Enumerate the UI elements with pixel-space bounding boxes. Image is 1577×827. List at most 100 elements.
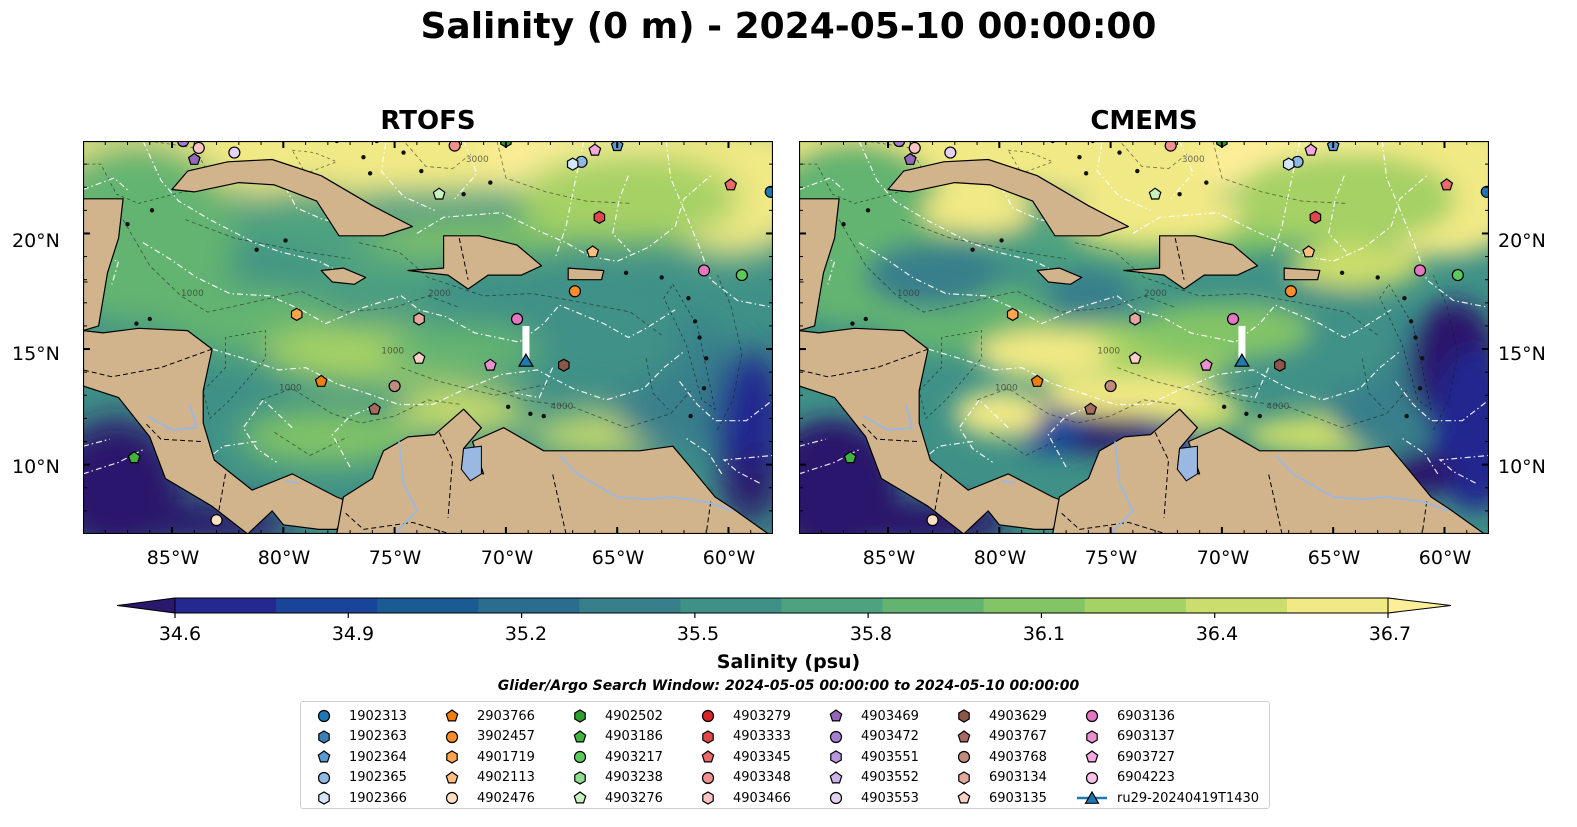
legend-item: 4901719 bbox=[435, 747, 535, 767]
lon-tick-label-left: 75°W bbox=[368, 547, 422, 569]
float-marker-circle bbox=[829, 791, 843, 805]
float-marker-circle bbox=[1226, 312, 1240, 326]
legend-marker-triangle-icon bbox=[1077, 790, 1107, 804]
salinity-patch bbox=[517, 152, 740, 246]
small-island bbox=[1408, 319, 1414, 324]
eez-boundary bbox=[380, 143, 435, 211]
eez-boundary bbox=[142, 242, 676, 343]
country-border bbox=[799, 348, 929, 378]
legend-marker-hexagon-icon bbox=[318, 729, 330, 744]
float-marker-hexagon bbox=[566, 157, 579, 171]
float-marker-hexagon bbox=[958, 709, 970, 723]
map-panel-cmems[interactable]: 1000 2000 3000 1000 1000 4000 bbox=[799, 141, 1489, 534]
legend-label: 4902113 bbox=[477, 770, 535, 785]
contour-label: 4000 bbox=[550, 402, 573, 412]
float-marker-circle bbox=[701, 771, 715, 784]
float-marker-circle bbox=[1480, 185, 1489, 198]
float-marker-hexagon bbox=[1006, 307, 1019, 322]
small-island bbox=[1117, 150, 1122, 155]
salinity-patch bbox=[505, 279, 684, 396]
float-marker-hexagon bbox=[830, 750, 842, 764]
legend-label: 1902366 bbox=[349, 790, 407, 806]
bathymetry-contour bbox=[1212, 141, 1347, 204]
shelf-contour bbox=[918, 330, 982, 420]
lon-tick-label-right: 80°W bbox=[973, 547, 1027, 569]
small-island bbox=[863, 316, 868, 322]
legend-item: 1902363 bbox=[307, 727, 407, 747]
land-jamaica bbox=[1036, 267, 1083, 285]
legend-marker-pentagon-icon bbox=[701, 750, 715, 763]
country-border bbox=[458, 237, 469, 280]
small-island bbox=[697, 335, 702, 340]
legend-item: 4903186 bbox=[563, 727, 663, 747]
eez-boundary bbox=[1270, 141, 1301, 260]
country-border bbox=[1174, 237, 1185, 280]
eez-boundary bbox=[514, 367, 554, 399]
legend-label: 4903238 bbox=[605, 770, 663, 785]
small-island bbox=[970, 247, 975, 252]
float-marker-circle bbox=[1284, 285, 1298, 298]
small-island bbox=[488, 180, 493, 185]
river bbox=[393, 441, 418, 534]
legend-label: 4903348 bbox=[733, 770, 791, 785]
eez-boundary bbox=[211, 348, 685, 406]
small-island bbox=[254, 247, 259, 252]
legend-label: 4903466 bbox=[733, 790, 791, 806]
bathymetry-contour bbox=[274, 431, 349, 456]
country-border bbox=[83, 348, 213, 378]
colorbar-label: Salinity (psu) bbox=[716, 651, 861, 673]
legend-marker-pentagon-icon bbox=[1085, 750, 1099, 763]
land-puertorico bbox=[1283, 267, 1321, 281]
contour-label: 3000 bbox=[1182, 155, 1205, 165]
float-marker-pentagon bbox=[957, 791, 971, 804]
contour-label: 1000 bbox=[181, 289, 204, 299]
float-marker-pentagon bbox=[1128, 351, 1142, 364]
contour-label: 3000 bbox=[466, 155, 489, 165]
map-frame bbox=[83, 141, 773, 534]
bathymetry-contour bbox=[1117, 367, 1267, 396]
legend-label: 4903276 bbox=[605, 790, 663, 806]
colorbar-segment bbox=[983, 598, 1086, 613]
legend-item: 4903348 bbox=[691, 768, 791, 788]
legend-marker-circle-icon bbox=[829, 791, 843, 805]
river bbox=[1001, 479, 1016, 484]
legend-item: 6903134 bbox=[947, 768, 1047, 788]
legend-marker-circle-icon bbox=[829, 730, 843, 743]
small-island bbox=[1244, 411, 1249, 416]
small-island bbox=[1257, 413, 1262, 419]
float-marker-pentagon bbox=[957, 729, 971, 742]
float-marker-pentagon bbox=[701, 750, 715, 763]
map-panel-rtofs[interactable]: 1000 2000 3000 1000 1000 4000 bbox=[83, 141, 773, 534]
eez-boundary bbox=[83, 438, 110, 447]
legend-item: 3902457 bbox=[435, 727, 535, 747]
float-marker-circle bbox=[448, 141, 461, 152]
legend-marker-circle-icon bbox=[445, 730, 459, 743]
lon-tick-label-right: 75°W bbox=[1084, 547, 1138, 569]
float-marker-pentagon bbox=[1304, 143, 1318, 156]
float-marker-circle bbox=[388, 379, 401, 393]
bathymetry-contour bbox=[976, 387, 1178, 424]
float-marker-hexagon bbox=[702, 729, 714, 744]
colorbar-tick-label: 35.5 bbox=[676, 623, 720, 645]
salinity-field bbox=[83, 141, 773, 534]
float-marker-hexagon bbox=[958, 770, 970, 785]
legend-marker-pentagon-icon bbox=[829, 709, 843, 722]
country-border bbox=[860, 422, 918, 442]
float-marker-pentagon bbox=[1084, 402, 1098, 415]
small-island bbox=[361, 154, 366, 160]
contour-label: 4000 bbox=[1266, 402, 1289, 412]
colorbar-segment bbox=[478, 598, 580, 613]
land-southam bbox=[1052, 408, 1489, 534]
salinity-patch bbox=[921, 187, 1033, 234]
float-marker-hexagon bbox=[1309, 210, 1322, 224]
small-island bbox=[1135, 168, 1140, 174]
float-marker-pentagon bbox=[1148, 187, 1162, 200]
float-marker-hexagon bbox=[593, 210, 606, 224]
legend-item: 4903551 bbox=[819, 747, 919, 767]
float-marker-circle bbox=[1164, 141, 1177, 152]
legend-marker-circle-icon bbox=[317, 771, 331, 784]
float-marker-hexagon bbox=[702, 791, 714, 805]
lat-tick-label-left: 15°N bbox=[12, 343, 60, 365]
salinity-patch bbox=[724, 453, 773, 523]
salinity-patch bbox=[865, 242, 1000, 308]
